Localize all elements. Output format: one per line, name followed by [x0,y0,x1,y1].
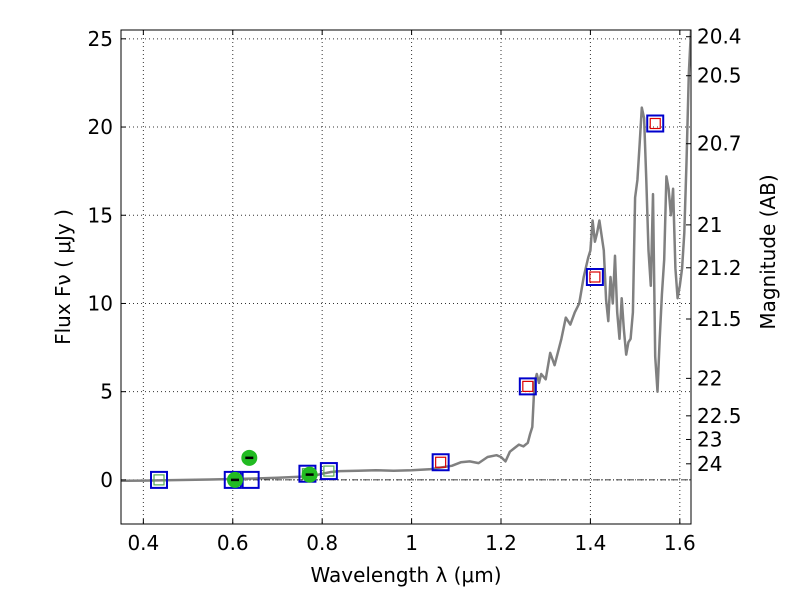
model-flux-square [649,117,661,130]
x-tick-label: 0.8 [306,531,338,555]
axis-ticks [121,30,691,524]
observed-flux-square [646,114,665,133]
y-tick-label: 20 [88,115,113,139]
y2-tick-label: 21.5 [697,307,742,331]
observed-flux-square [319,462,338,481]
model-flux-square [153,474,165,486]
y2-tick-label: 24 [697,452,722,476]
tick-labels: 0.4 0.6 0.8 1 1.2 1.4 1.6 0 5 10 15 20 25 20.4 20.5 20.… [88,25,742,555]
observed-flux-square [431,453,450,472]
x-tick-label: 1.6 [664,531,696,555]
observed-flux-square [150,470,168,489]
y-tick-label: 15 [88,203,113,227]
y-tick-label: 5 [100,380,113,404]
model-spectrum-line [121,30,691,483]
model-flux-square [589,271,601,283]
y2-tick-label: 23 [697,427,722,451]
x-tick-label: 1.4 [575,531,607,555]
plot-frame [120,29,692,525]
x-tick-label: 1 [405,531,418,555]
x-tick-label: 0.6 [217,531,249,555]
y2-tick-label: 22.5 [697,404,742,428]
y2-tick-label: 20.5 [697,64,742,88]
grid [121,30,691,524]
y-tick-label: 25 [88,27,113,51]
photometry-markers [150,114,665,489]
y2-axis-label: Magnitude (AB) [756,174,780,329]
y2-tick-label: 21 [697,213,722,237]
y2-tick-label: 20.7 [697,132,742,156]
y-axis-label: Flux Fν ( μJy ) [51,209,75,345]
model-flux-square [435,456,447,468]
y-tick-label: 10 [88,291,113,315]
x-axis-label: Wavelength λ (μm) [310,563,501,587]
x-tick-label: 1.2 [485,531,517,555]
observed-flux-square [518,377,537,396]
y2-tick-label: 22 [697,366,722,390]
model-flux-square [323,465,335,477]
y-tick-label: 0 [100,468,113,492]
model-flux-square [522,380,534,392]
y2-tick-label: 20.4 [697,25,742,49]
x-tick-label: 0.4 [127,531,159,555]
y2-tick-label: 21.2 [697,256,742,280]
observed-flux-square [585,268,604,286]
